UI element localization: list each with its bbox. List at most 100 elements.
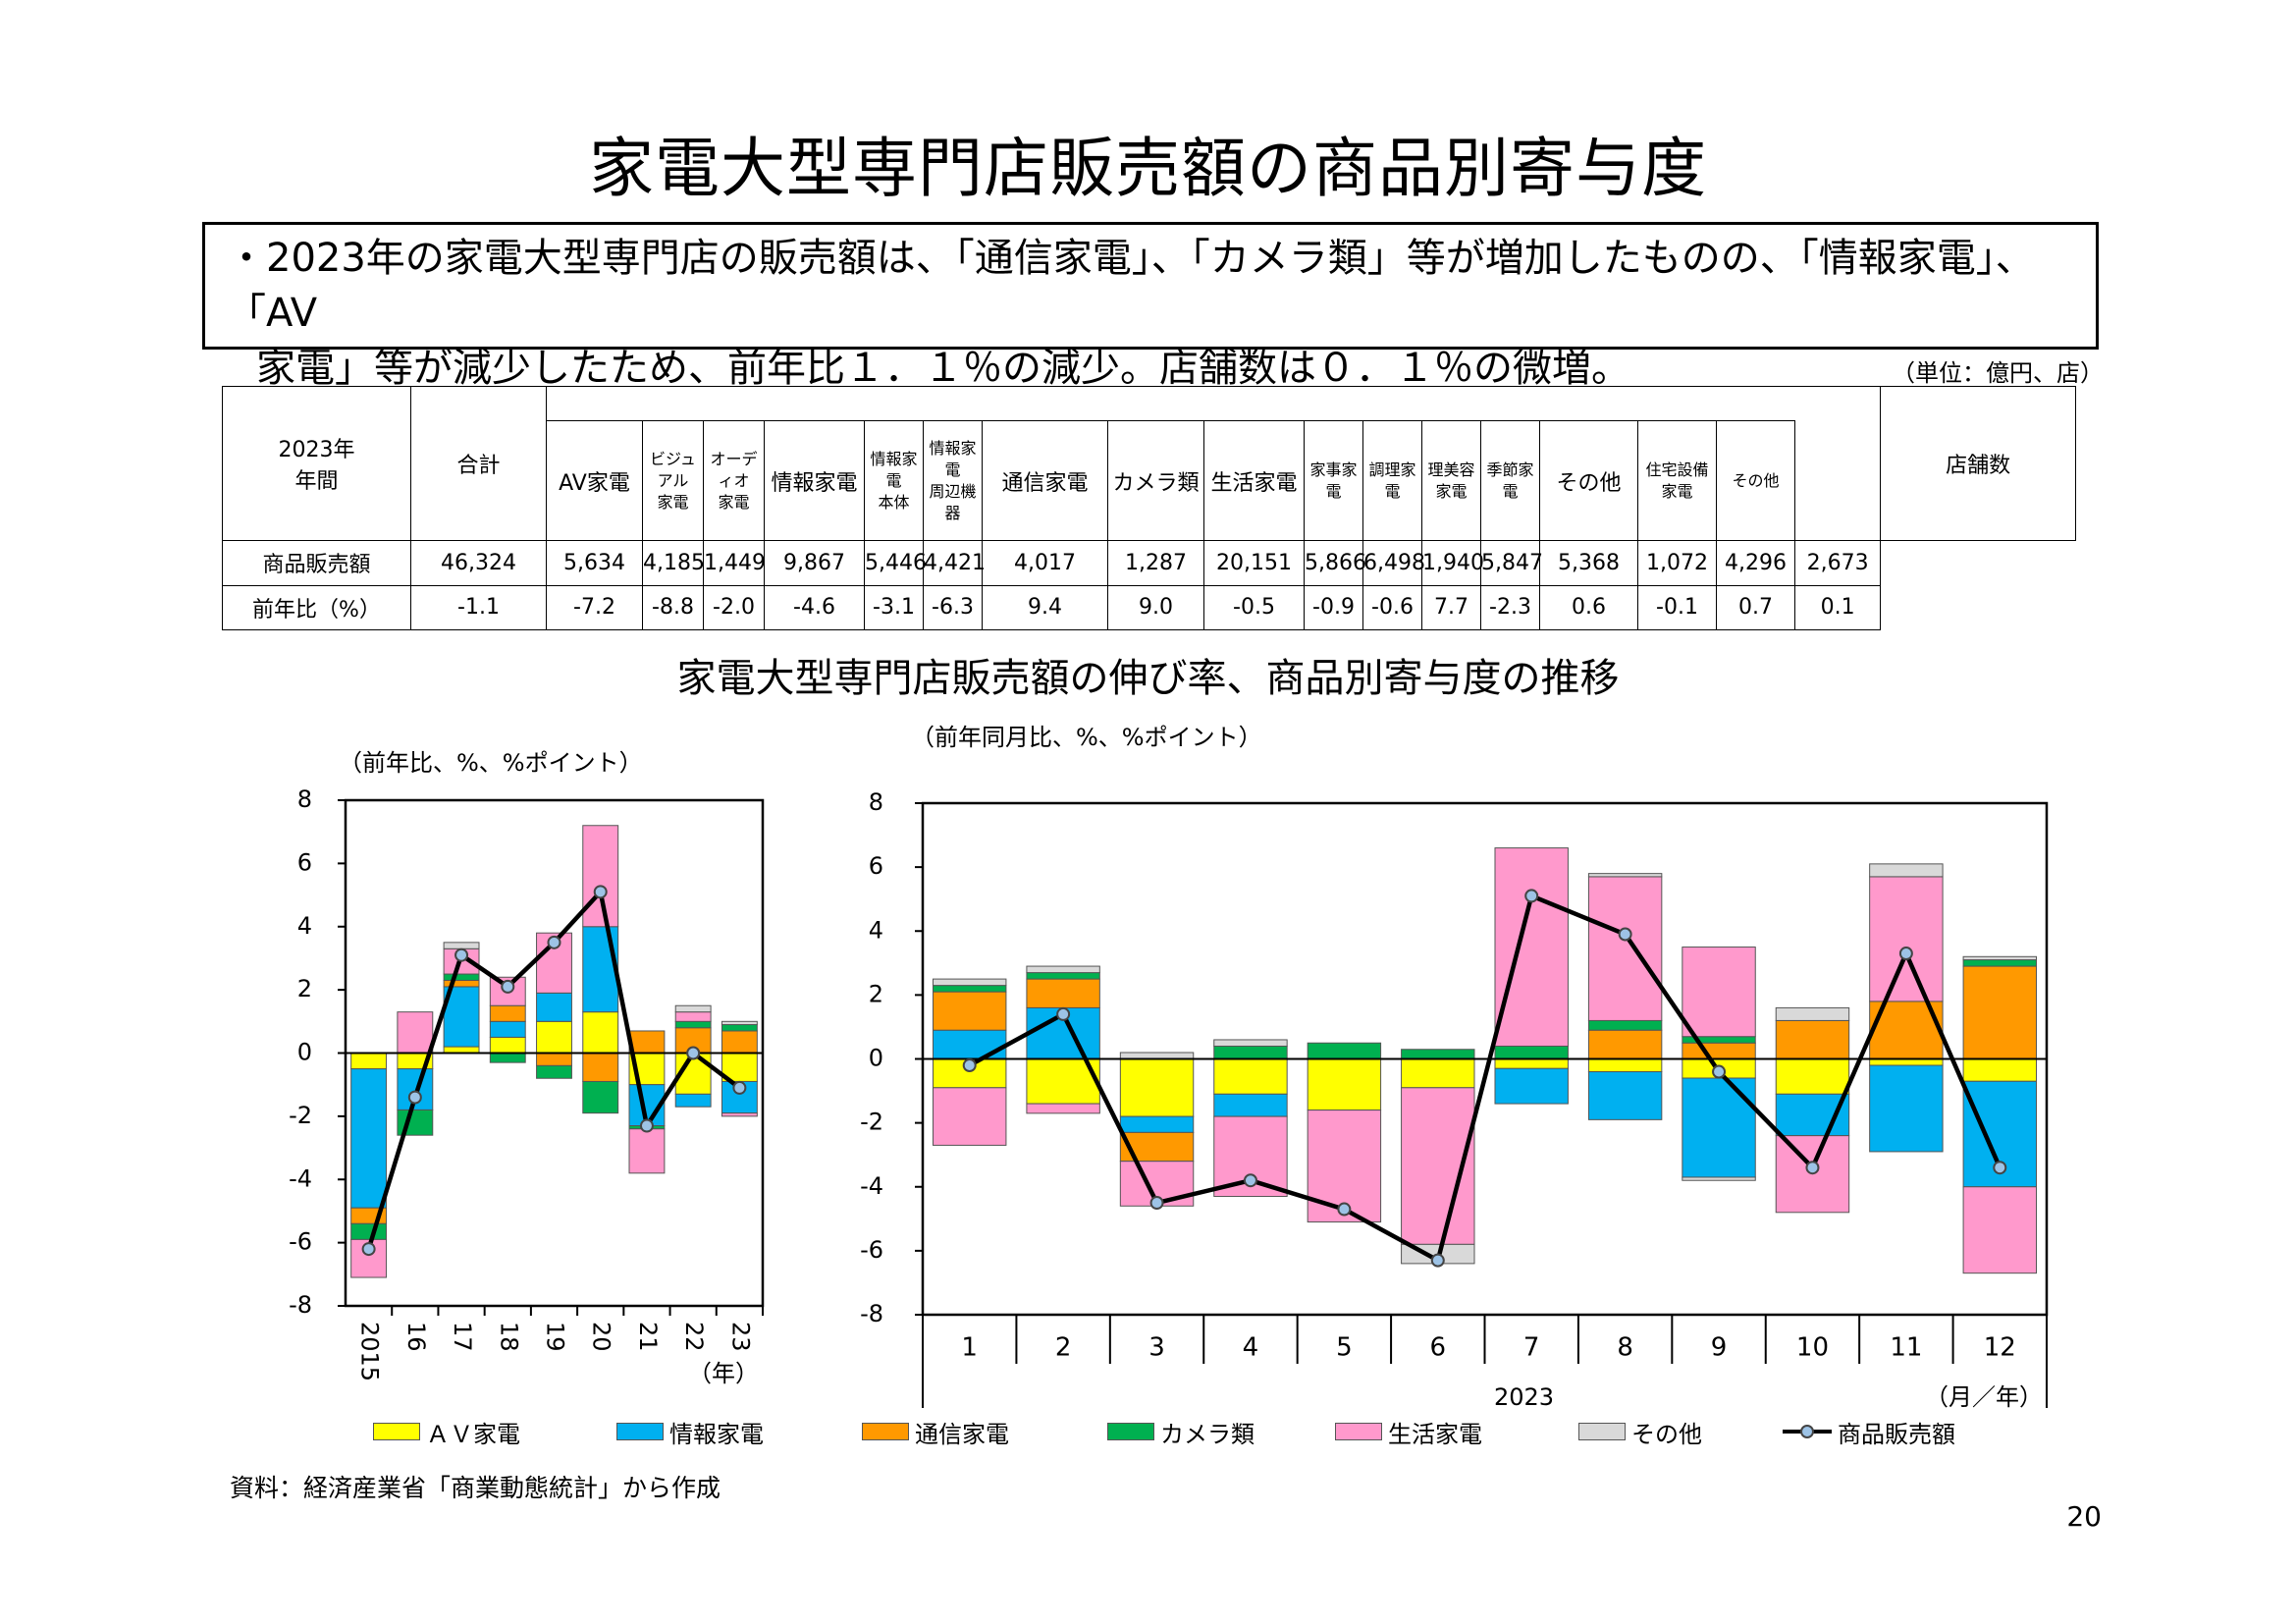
legend-swatch — [373, 1423, 420, 1440]
legend-swatch — [616, 1423, 664, 1440]
bar-segment — [628, 1030, 666, 1054]
header-life-beauty: 理美容 家電 — [1421, 419, 1481, 542]
bar-segment — [721, 1024, 758, 1032]
legend-label: 生活家電 — [1388, 1420, 1482, 1448]
total-sales-marker — [1993, 1161, 2007, 1175]
bar-segment — [1026, 978, 1100, 1008]
legend-item: カメラ類 — [1107, 1414, 1255, 1449]
header-other-other: その他 — [1716, 419, 1795, 542]
legend-swatch — [1335, 1423, 1382, 1440]
x-tick-label: 11 — [1890, 1333, 1922, 1363]
x-tick-label: 2 — [1055, 1333, 1072, 1363]
table-cell: 7.7 — [1421, 584, 1481, 631]
table-cell: -8.8 — [642, 584, 704, 631]
table-cell: -6.3 — [923, 584, 983, 631]
y-tick-label: 0 — [869, 1045, 883, 1072]
bar-segment — [1962, 1058, 2038, 1082]
legend-swatch — [862, 1423, 909, 1440]
total-sales-marker — [1056, 1006, 1071, 1021]
x-tick-label: 5 — [1336, 1333, 1353, 1363]
bar-segment — [1587, 1058, 1663, 1073]
total-sales-marker — [547, 935, 561, 949]
bar-segment — [536, 992, 572, 1022]
bar-segment — [1682, 1077, 1756, 1178]
bar-segment — [1494, 1045, 1569, 1059]
table-cell: 5,866 — [1304, 540, 1366, 586]
table-cell: 1,287 — [1107, 540, 1204, 586]
x-tick-label: 21 — [634, 1322, 662, 1352]
y-tick-label: -6 — [860, 1236, 883, 1264]
bar-segment — [397, 1011, 434, 1054]
y-tick-label: 4 — [297, 912, 312, 940]
legend-item: 商品販売額 — [1781, 1414, 1955, 1449]
header-camera: カメラ類 — [1107, 419, 1204, 542]
y-axis-label: （前年同月比、%、%ポイント） — [911, 724, 1262, 751]
source-note: 資料：経済産業省「商業動態統計」から作成 — [230, 1474, 721, 1502]
total-sales-line — [968, 893, 2002, 1265]
corner-period: 年間 — [294, 469, 339, 495]
x-tick-label: 19 — [542, 1322, 569, 1352]
table-cell: 5,847 — [1480, 540, 1543, 586]
bar-segment — [1962, 959, 2038, 967]
y-tick-label: -8 — [289, 1291, 312, 1319]
bar-segment — [1587, 876, 1663, 1021]
y-tick-label: 6 — [869, 852, 883, 880]
x-tick-label: 23 — [726, 1322, 754, 1352]
header-total: 合計 — [410, 385, 547, 542]
total-sales-marker — [1149, 1196, 1164, 1211]
bar-segment — [1962, 955, 2038, 961]
table-cell: 9.4 — [982, 584, 1108, 631]
header-comm: 通信家電 — [982, 419, 1108, 542]
total-sales-marker — [1618, 927, 1632, 942]
bar-segment — [674, 1004, 712, 1013]
table-row: 商品販売額 46,324 5,634 4,185 1,449 9,867 5,446 4,4… — [222, 540, 2076, 586]
header-life-beauty-l1: 理美容 — [1427, 460, 1475, 479]
legend-label: カメラ類 — [1160, 1420, 1255, 1448]
table-cell: 1,940 — [1421, 540, 1484, 586]
summary-line-1: ・2023年の家電大型専門店の販売額は、「通信家電」、「カメラ類」等が増加したも… — [227, 236, 2035, 336]
header-stores: 店舗数 — [1880, 385, 2076, 542]
bar-segment — [443, 942, 480, 949]
total-sales-marker — [732, 1080, 747, 1095]
y-tick-label: 6 — [297, 848, 312, 876]
total-sales-marker — [1337, 1202, 1352, 1217]
total-sales-marker — [1898, 947, 1913, 961]
header-av-audio-l2: 家電 — [718, 492, 750, 512]
bar-segment — [1213, 1058, 1288, 1095]
table-cell: 4,421 — [923, 540, 986, 586]
bar-segment — [1869, 876, 1944, 1002]
header-other-housing: 住宅設備 家電 — [1637, 419, 1717, 542]
table-cell: -3.1 — [864, 584, 924, 631]
summary-box: ・2023年の家電大型専門店の販売額は、「通信家電」、「カメラ類」等が増加したも… — [202, 222, 2099, 391]
table-cell: -1.1 — [410, 584, 547, 631]
header-other-housing-l2: 家電 — [1661, 481, 1693, 501]
bar-segment — [1775, 1019, 1850, 1060]
legend-item: ＡＶ家電 — [373, 1414, 520, 1449]
bar-segment — [1587, 1019, 1663, 1031]
x-axis-label: （月／年） — [1925, 1383, 2043, 1411]
bar-segment — [1307, 1058, 1382, 1111]
table-corner-cell: 2023年 年間 — [222, 385, 411, 542]
bar-segment — [1119, 1058, 1195, 1117]
stats-table: 2023年 年間 合計 店舗数 AV家電 ビジュアル 家電 オーディオ 家電 情報家… — [222, 385, 2076, 631]
legend-label: 情報家電 — [669, 1420, 764, 1448]
total-sales-marker — [962, 1058, 977, 1073]
unit-label: （単位：億円、店） — [1892, 359, 2104, 387]
legend-item: その他 — [1578, 1414, 1702, 1449]
header-info-body-l2: 本体 — [878, 492, 910, 512]
corner-year: 2023年 — [278, 438, 355, 463]
x-tick-label: 17 — [449, 1322, 476, 1352]
header-info-body-l1: 情報家電 — [870, 449, 918, 490]
bar-segment — [674, 1011, 712, 1022]
bar-segment — [1494, 1058, 1569, 1069]
legend-swatch — [1578, 1423, 1626, 1440]
table-cell: -0.1 — [1637, 584, 1717, 631]
total-sales-marker — [1805, 1161, 1820, 1175]
bar-segment — [674, 1093, 712, 1108]
header-info-body: 情報家電 本体 — [864, 419, 924, 542]
bar-segment — [1962, 1186, 2038, 1274]
page-number: 20 — [2066, 1500, 2102, 1533]
y-axis-label: （前年比、%、%ポイント） — [339, 749, 643, 777]
bar-segment — [721, 1020, 758, 1026]
